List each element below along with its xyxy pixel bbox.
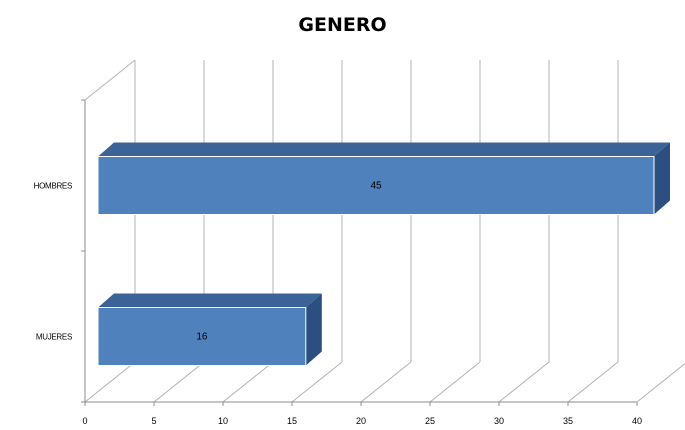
- floor-gridline-15: [291, 361, 343, 403]
- bar-top-hombres: [98, 142, 670, 157]
- floor-gridline-0: [84, 361, 136, 403]
- floor-gridline-5: [153, 361, 205, 403]
- x-tick-label-25: 25: [425, 416, 435, 426]
- data-label-hombres: 45: [370, 181, 382, 192]
- floor-gridline-20: [360, 361, 412, 403]
- x-tick-label-0: 0: [82, 416, 87, 426]
- chart-title: GENERO: [298, 14, 387, 36]
- floor-gridline-30: [498, 361, 550, 403]
- x-tick-label-15: 15: [287, 416, 297, 426]
- bar-mujeres: [97, 307, 307, 366]
- x-tick-label-10: 10: [218, 416, 228, 426]
- x-tick-label-40: 40: [632, 416, 642, 426]
- floor-gridline-25: [429, 361, 481, 403]
- bar-hombres: [97, 156, 655, 215]
- floor-gridline-35: [567, 361, 619, 403]
- floor-gridline-40: [636, 362, 685, 403]
- bar-side-hombres: [654, 142, 670, 215]
- bar-side-mujeres: [305, 293, 322, 366]
- floor-gridline-10: [222, 361, 274, 403]
- x-tick-label-30: 30: [494, 416, 504, 426]
- x-tick-label-5: 5: [151, 416, 156, 426]
- x-tick-label-20: 20: [356, 416, 366, 426]
- side-wall-top-edge: [84, 59, 136, 101]
- data-label-mujeres: 16: [196, 332, 208, 343]
- bar-top-mujeres: [98, 293, 322, 308]
- y-tick-label-hombres: HOMBRES: [34, 182, 72, 191]
- y-tick-label-mujeres: MUJERES: [36, 333, 72, 342]
- x-tick-label-35: 35: [563, 416, 573, 426]
